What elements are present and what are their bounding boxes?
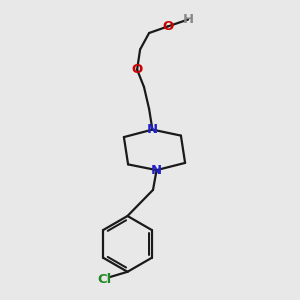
Text: H: H bbox=[182, 13, 194, 26]
Text: Cl: Cl bbox=[98, 273, 112, 286]
Text: N: N bbox=[151, 164, 162, 177]
Text: N: N bbox=[147, 123, 158, 136]
Text: O: O bbox=[131, 63, 143, 76]
Text: O: O bbox=[162, 20, 174, 33]
